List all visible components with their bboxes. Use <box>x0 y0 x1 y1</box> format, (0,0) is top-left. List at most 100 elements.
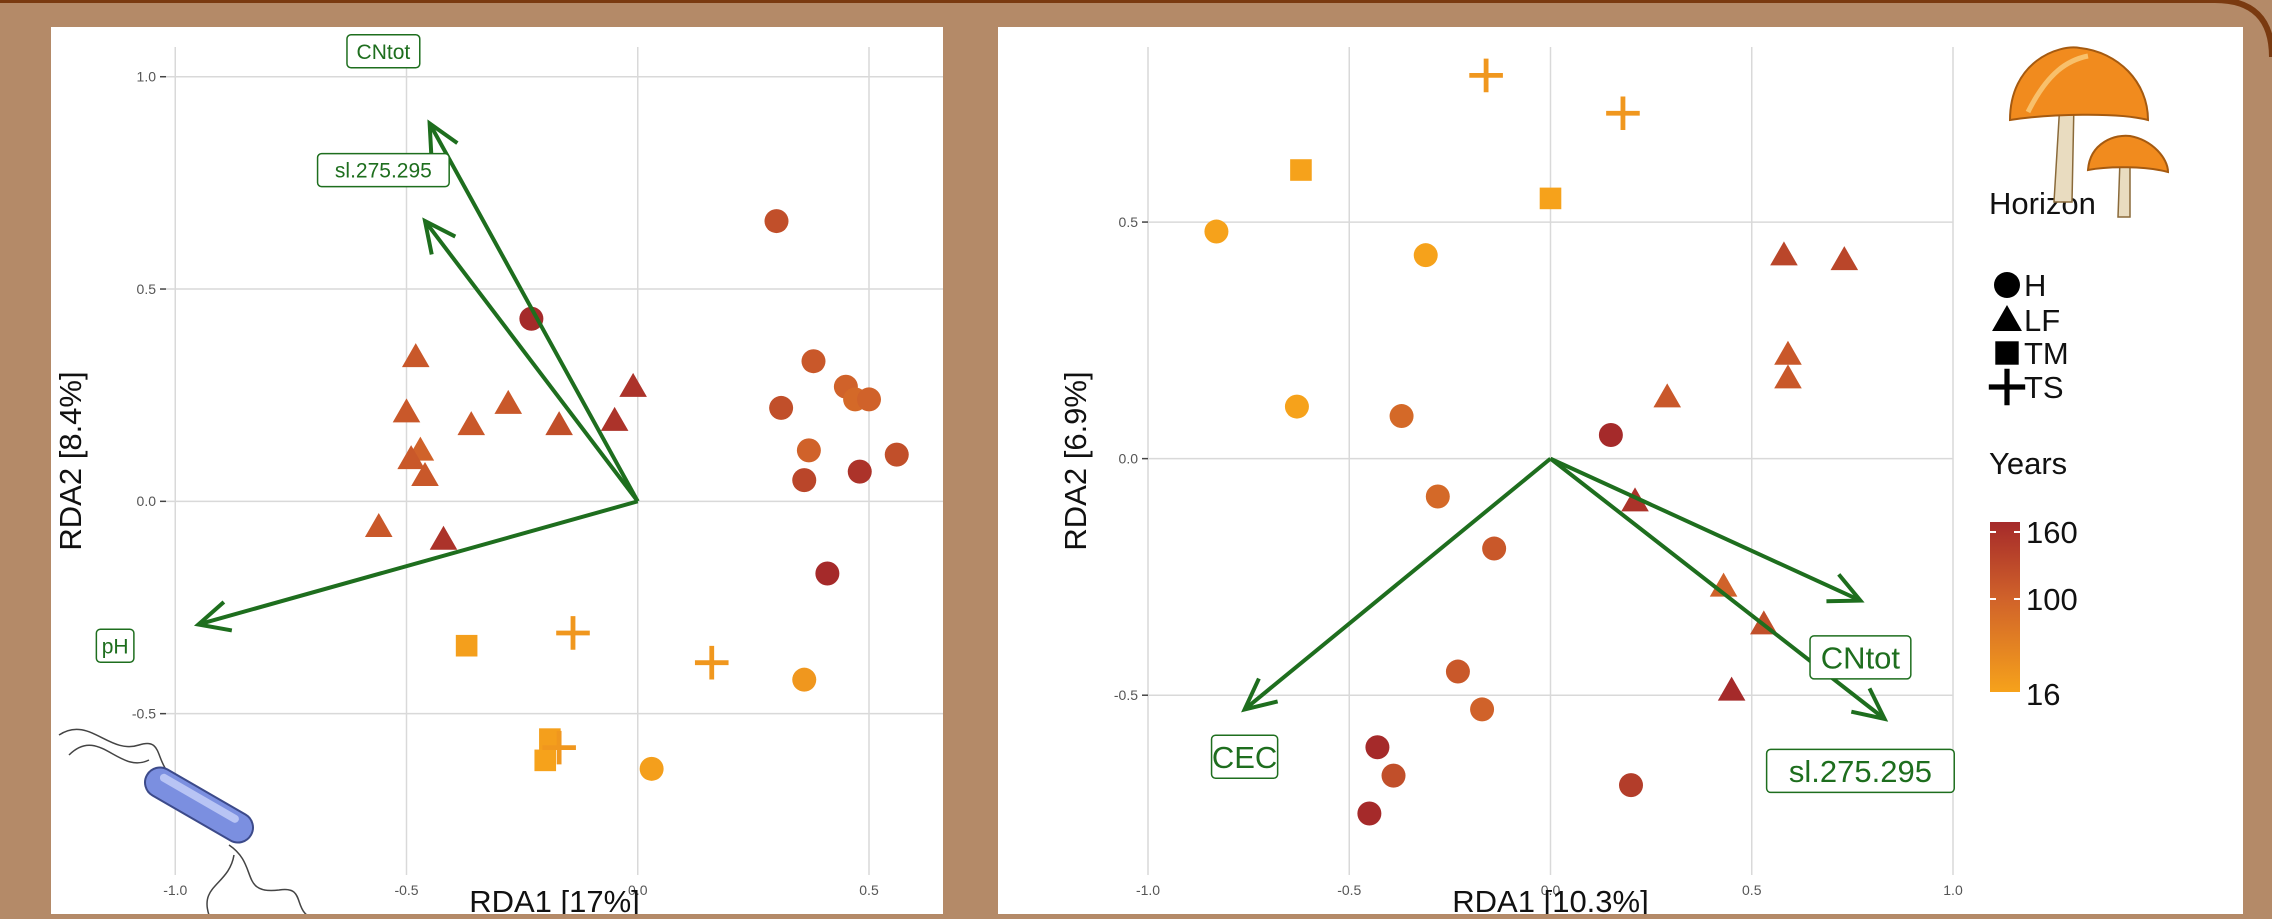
y-tick-label: 0.0 <box>137 493 157 509</box>
point-lf <box>494 389 523 414</box>
point-h <box>1470 697 1495 722</box>
arrow-label-sl.275.295: sl.275.295 <box>316 152 450 188</box>
point-h <box>792 667 817 692</box>
point-h <box>519 306 544 331</box>
arrow-label-box <box>346 33 421 69</box>
arrow-label-cec: CEC <box>1210 734 1279 779</box>
x-tick-label: -1.0 <box>1136 882 1160 898</box>
point-h <box>1204 219 1229 244</box>
point-tm <box>1539 187 1562 210</box>
arrow-label-text: CNtot <box>1821 641 1901 676</box>
arrow-ph <box>197 499 639 627</box>
x-tick-label: -0.5 <box>394 882 418 898</box>
y-tick-label: 0.0 <box>1119 451 1139 467</box>
flagellum-right-2 <box>206 854 235 916</box>
data-points <box>1204 58 1859 826</box>
point-h <box>1619 773 1643 798</box>
point-lf <box>1717 676 1746 701</box>
point-h <box>796 438 821 463</box>
right-rda-chart: -1.0 -0.5 0.0 0.5 1.0 -0.5 0.0 0.5 RDA1 [10.3%] R… <box>1058 46 2170 919</box>
point-h <box>1389 404 1414 429</box>
point-h <box>764 209 789 234</box>
arrow-label-sl.275.295: sl.275.295 <box>1765 748 1955 794</box>
point-h <box>1482 536 1507 561</box>
colorbar-label: 160 <box>2026 515 2078 550</box>
point-h <box>884 442 909 467</box>
point-lf <box>1770 241 1798 266</box>
point-h <box>1365 735 1390 760</box>
y-axis-label: RDA2 [6.9%] <box>1058 371 1093 550</box>
point-lf <box>545 411 573 436</box>
legend-shape-ts <box>1988 368 2026 406</box>
point-lf <box>392 398 421 423</box>
point-h <box>1413 243 1438 268</box>
legend-shape-label: TS <box>2024 370 2064 405</box>
point-h <box>792 468 817 493</box>
colorbar-label: 16 <box>2026 677 2060 712</box>
point-lf <box>1653 383 1682 408</box>
arrowhead-sl.275.295 <box>422 217 457 255</box>
arrow-sl.275.295 <box>423 219 640 503</box>
mushroom-stem-large <box>2053 101 2075 203</box>
arrowhead-cntot <box>1826 573 1865 604</box>
legend-horizon-title: Horizon <box>1989 186 2096 221</box>
legend-shape-tm <box>1995 341 2019 365</box>
point-tm <box>455 634 478 657</box>
mushroom-cap-large <box>2008 46 2150 122</box>
point-tm <box>539 728 561 750</box>
point-lf <box>411 462 439 487</box>
legend-shape-label: LF <box>2024 303 2060 338</box>
point-lf <box>429 525 458 550</box>
point-h <box>815 561 840 586</box>
legend-years-title: Years <box>1989 446 2067 481</box>
frame-edge <box>0 0 2272 58</box>
point-h <box>847 459 872 484</box>
y-axis-label: RDA2 [8.4%] <box>53 371 88 550</box>
point-tm <box>1290 159 1312 181</box>
arrowhead-cec <box>1241 677 1279 713</box>
point-ts <box>694 645 729 680</box>
point-h <box>801 349 826 374</box>
arrow-label-text: CEC <box>1212 740 1277 775</box>
colorbar-label: 100 <box>2026 582 2078 617</box>
grid-lines <box>1142 47 1954 875</box>
right-rda-plot-panel: -1.0 -0.5 0.0 0.5 1.0 -0.5 0.0 0.5 RDA1 [10.3%] R… <box>998 27 2243 919</box>
point-ts <box>1469 58 1503 93</box>
mushroom-cap-small <box>2086 134 2170 174</box>
bacterium-body <box>144 766 254 844</box>
arrow-label-text: sl.275.295 <box>1789 754 1932 789</box>
y-tick-label: 0.5 <box>137 281 157 297</box>
arrow-label-box <box>1809 635 1912 680</box>
arrow-label-text: sl.275.295 <box>335 160 432 183</box>
x-tick-label: 0.5 <box>1742 882 1762 898</box>
point-lf <box>401 343 430 368</box>
mushroom-icon <box>2008 46 2170 218</box>
point-h <box>1598 422 1623 447</box>
point-lf <box>364 513 393 538</box>
x-tick-label: 0.0 <box>1541 882 1561 898</box>
point-ts <box>1606 96 1640 131</box>
y-tick-label: -0.5 <box>1114 687 1138 703</box>
loading-arrows <box>1241 456 1889 722</box>
point-h <box>1284 394 1309 419</box>
years-colorbar <box>1990 522 2020 692</box>
point-lf <box>1774 364 1802 389</box>
arrow-cntot <box>427 122 640 503</box>
arrow-label-cntot: CNtot <box>346 33 421 69</box>
point-h <box>769 395 794 420</box>
point-ts <box>556 616 590 650</box>
flagellum-left-2 <box>68 744 150 764</box>
point-lf <box>397 445 425 470</box>
arrow-label-box <box>95 628 135 663</box>
legend-shape-label: TM <box>2024 336 2069 371</box>
y-tick-label: 0.5 <box>1119 214 1139 230</box>
arrow-label-ph: pH <box>95 628 135 663</box>
arrow-label-box <box>316 152 450 188</box>
point-h <box>1425 484 1450 509</box>
x-tick-label: 0.0 <box>628 882 648 898</box>
mushroom-stem-small <box>2117 159 2131 218</box>
y-tick-label: -0.5 <box>132 706 156 722</box>
arrowhead-cntot <box>427 119 459 158</box>
x-tick-label: 1.0 <box>1943 882 1963 898</box>
